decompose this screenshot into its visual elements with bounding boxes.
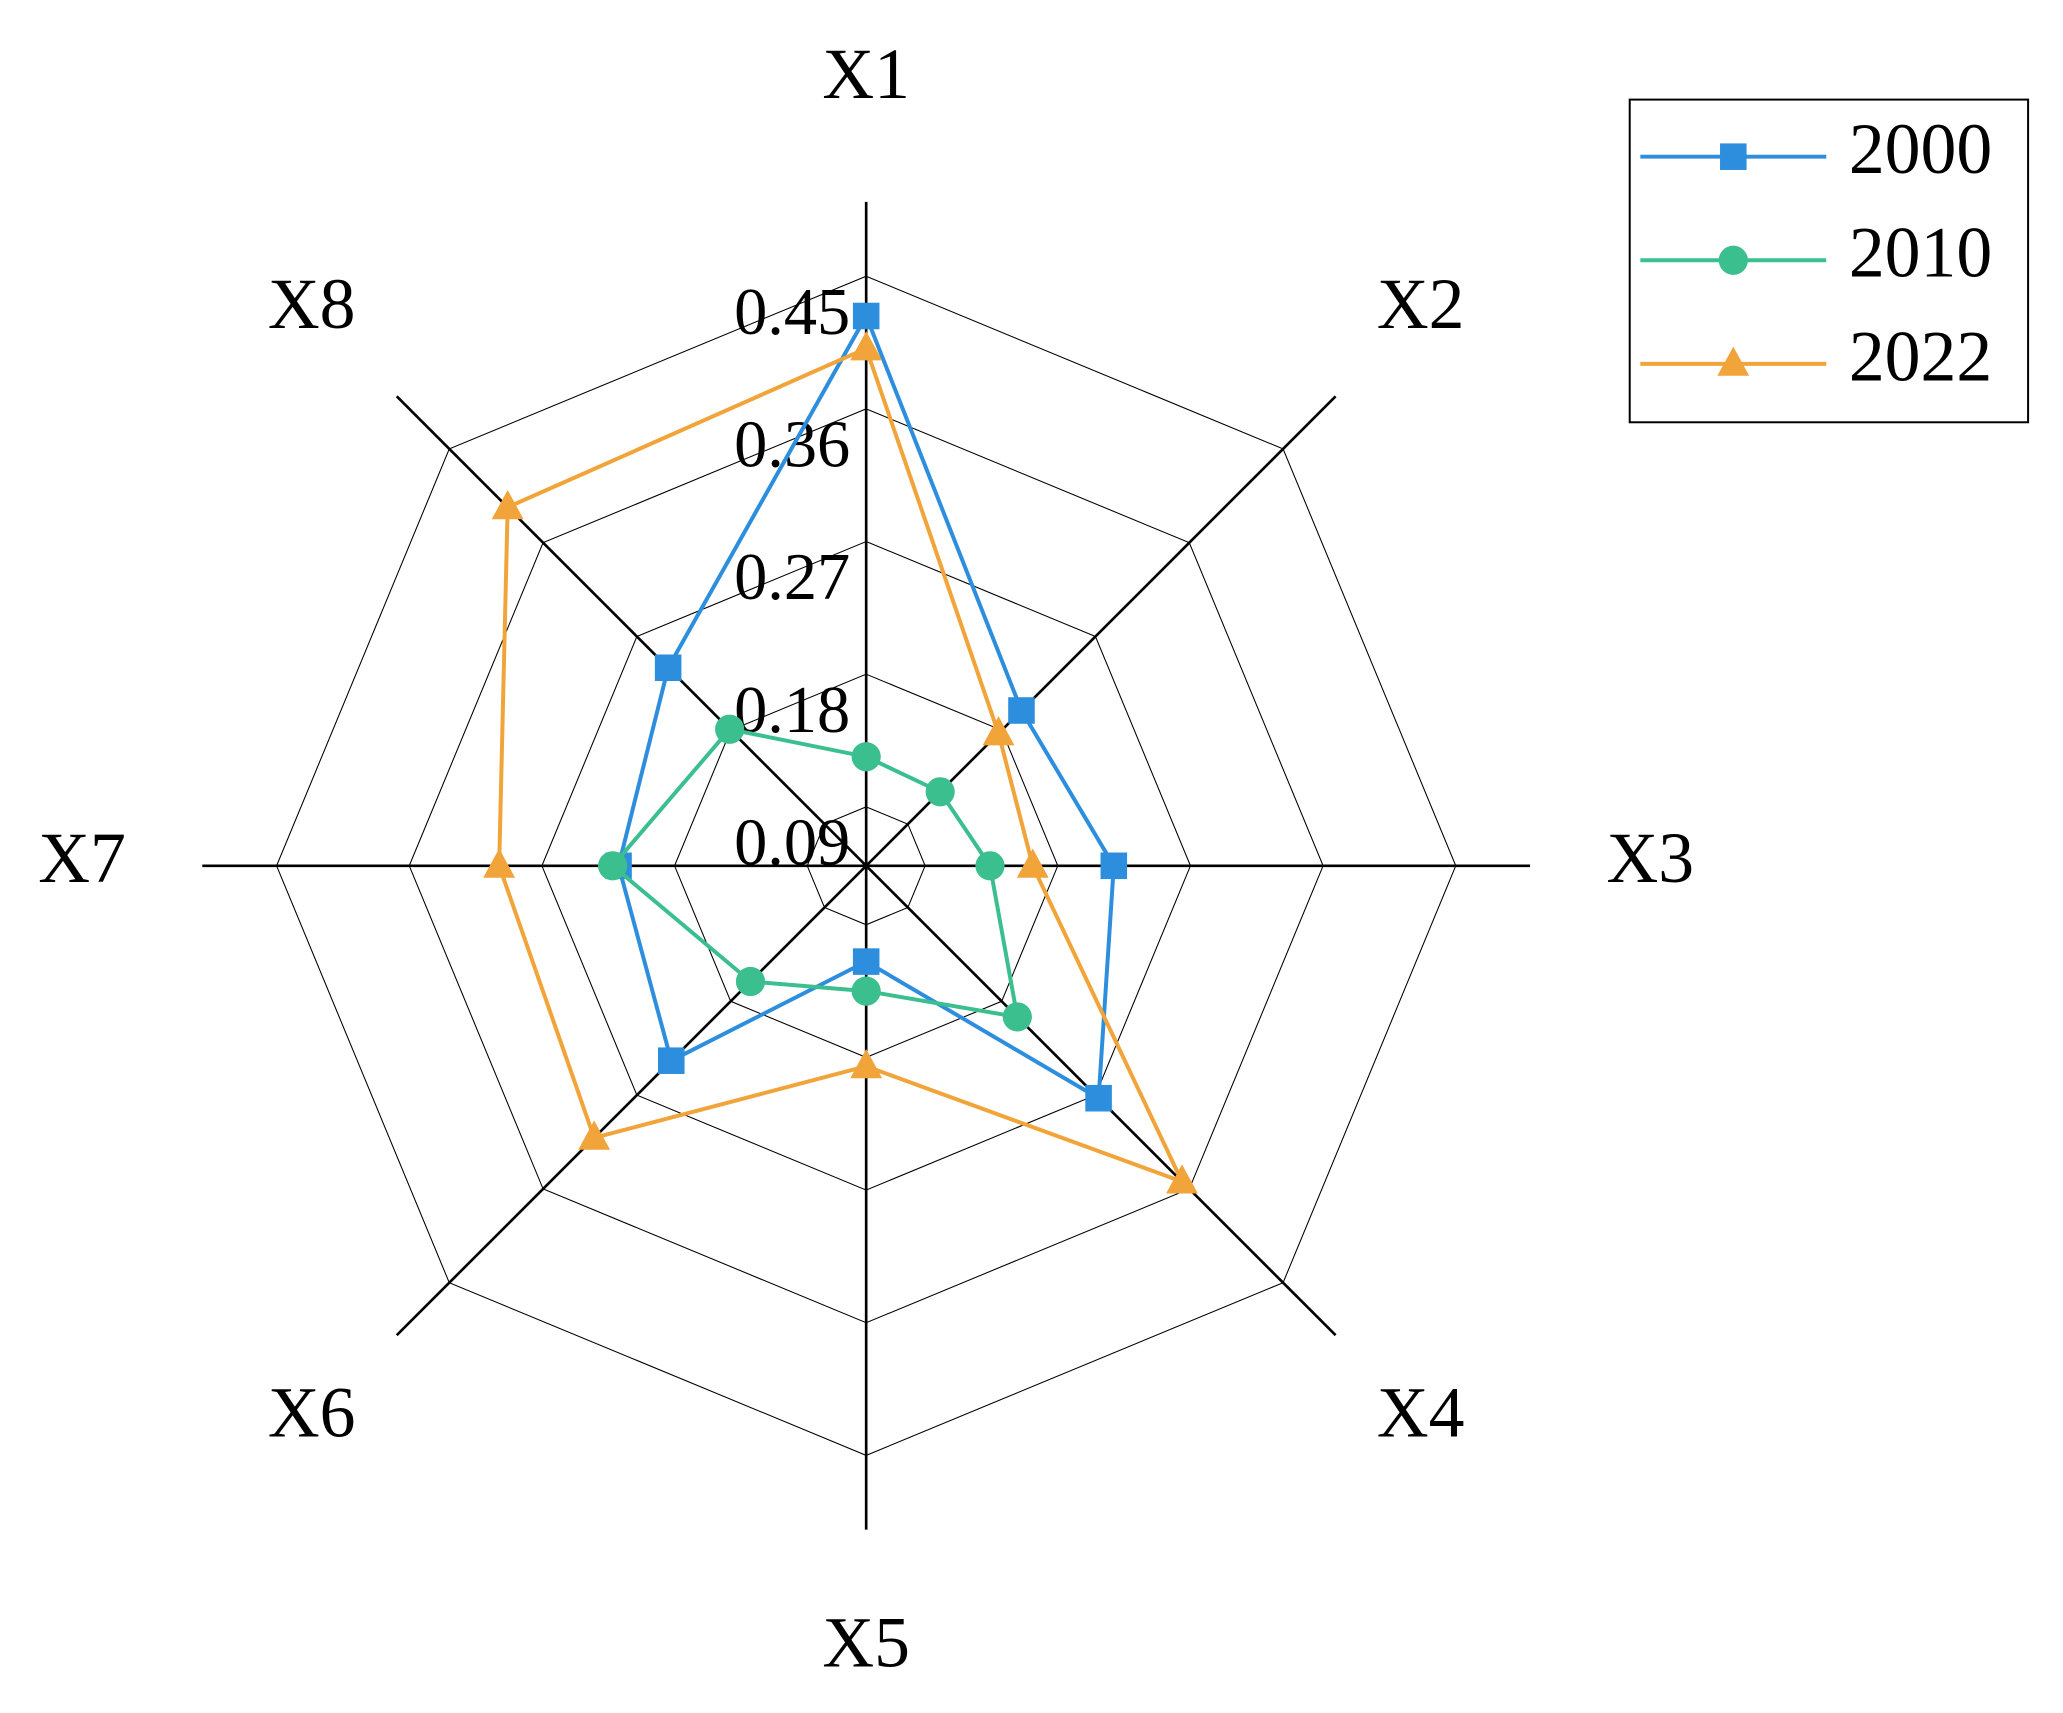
marker xyxy=(925,777,955,807)
category-label: X4 xyxy=(1377,1373,1465,1453)
legend-box xyxy=(1628,98,2030,424)
category-label: X5 xyxy=(822,1602,910,1682)
legend-marker xyxy=(1720,143,1747,170)
marker xyxy=(975,851,1005,881)
axis-line xyxy=(395,864,868,1337)
category-label: X2 xyxy=(1377,264,1465,344)
category-label: X8 xyxy=(268,264,356,344)
category-label: X1 xyxy=(822,34,910,114)
tick-label: 0.18 xyxy=(734,674,850,747)
legend-label: 2010 xyxy=(1849,213,1992,293)
tick-label: 0.27 xyxy=(734,541,850,614)
marker xyxy=(850,331,883,361)
marker xyxy=(578,1120,611,1150)
marker xyxy=(850,1048,883,1079)
marker xyxy=(657,1047,685,1074)
marker xyxy=(1016,848,1049,878)
tick-label: 0.09 xyxy=(734,807,850,880)
marker xyxy=(654,654,682,682)
legend-label: 2022 xyxy=(1849,316,1992,396)
marker xyxy=(735,966,766,997)
marker xyxy=(1085,1084,1112,1112)
marker xyxy=(1166,1164,1198,1194)
marker xyxy=(1008,697,1035,724)
marker xyxy=(851,976,881,1006)
marker xyxy=(852,302,880,330)
marker xyxy=(1002,1002,1032,1032)
tick-label: 0.45 xyxy=(734,276,850,349)
marker xyxy=(598,851,628,881)
category-label: X7 xyxy=(38,818,126,898)
marker xyxy=(982,716,1015,746)
series-layer xyxy=(483,302,1198,1194)
category-label: X6 xyxy=(268,1373,356,1453)
marker xyxy=(715,714,745,744)
legend-marker xyxy=(1717,346,1750,376)
legend-label: 2000 xyxy=(1849,109,1992,189)
marker xyxy=(851,742,881,772)
legend: 2000 2010 2022 xyxy=(1628,98,2030,424)
axis-line xyxy=(395,395,868,867)
legend-marker xyxy=(1718,245,1748,275)
marker xyxy=(491,489,524,520)
category-label: X3 xyxy=(1607,818,1695,898)
marker xyxy=(1100,852,1128,880)
marker xyxy=(852,948,880,975)
marker xyxy=(483,848,516,878)
